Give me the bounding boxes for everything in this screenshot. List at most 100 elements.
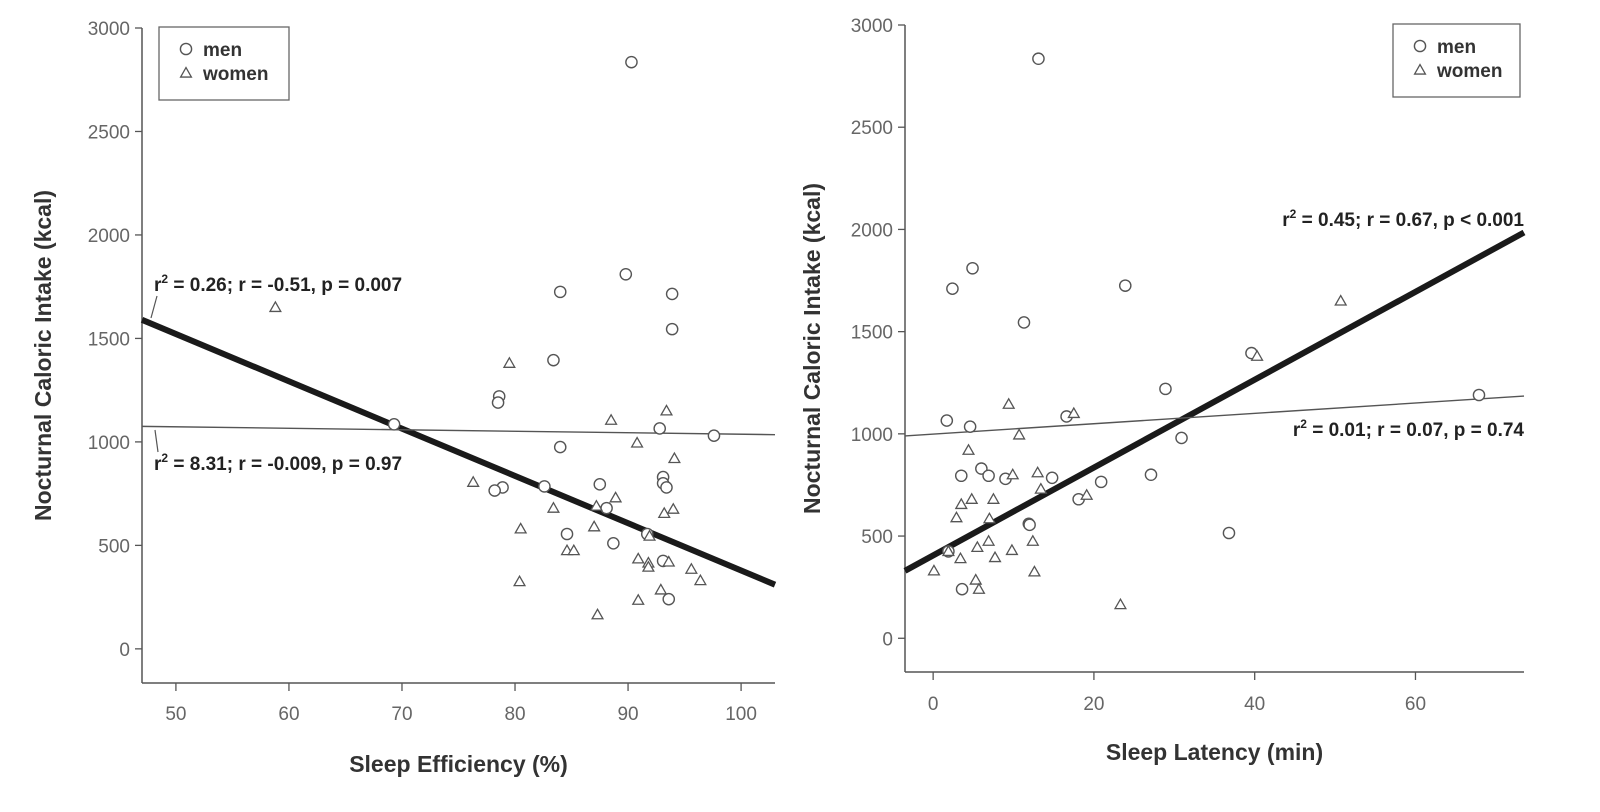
legend-marker-triangle — [179, 66, 193, 78]
point-women — [657, 506, 671, 519]
point-women — [641, 560, 655, 572]
point-women — [1006, 468, 1020, 480]
y-tick-label: 1500 — [88, 329, 130, 350]
point-women — [514, 522, 528, 534]
point-women — [954, 497, 968, 510]
legend: men women — [1392, 23, 1521, 98]
point-men — [553, 440, 567, 454]
point-women — [965, 492, 979, 504]
point-women — [1002, 397, 1016, 409]
y-tick-label: 0 — [882, 629, 893, 650]
y-tick-label: 2500 — [88, 122, 130, 143]
y-axis-title: Nocturnal Caloric Intake (kcal) — [799, 183, 825, 514]
point-women — [666, 502, 680, 514]
point-women — [1067, 406, 1081, 419]
y-tick-label: 0 — [119, 640, 130, 661]
point-men — [1159, 382, 1172, 396]
x-tick-label: 80 — [504, 704, 525, 725]
point-women — [268, 300, 282, 313]
point-women — [972, 582, 986, 594]
point-women — [609, 491, 623, 503]
point-men — [1017, 316, 1031, 329]
regression-line-women — [904, 395, 1525, 437]
point-women — [1026, 534, 1040, 546]
x-tick-label: 100 — [725, 704, 757, 725]
point-women — [969, 573, 983, 585]
y-tick-label: 3000 — [88, 19, 130, 40]
cut-caption-left — [32, 797, 152, 806]
annotation-leader — [150, 295, 158, 319]
point-women — [1027, 565, 1041, 577]
point-women — [587, 520, 601, 532]
point-women — [961, 443, 976, 455]
point-men — [547, 353, 560, 367]
chart-right: 0 500 1000 1500 2000 2500 3000 0 20 40 60 Sleep Lat… — [799, 16, 1526, 765]
point-men — [954, 469, 968, 483]
point-men — [963, 420, 977, 433]
stat-annotation: r2 = 8.31; r = -0.009, p = 0.97 — [154, 451, 402, 475]
point-women — [684, 562, 698, 574]
point-men — [662, 592, 676, 606]
point-women — [631, 552, 645, 564]
y-tick-label: 2500 — [851, 118, 893, 139]
y-tick-label: 2000 — [88, 226, 130, 247]
x-tick-label: 60 — [278, 704, 299, 725]
point-women — [1250, 349, 1264, 361]
point-women — [630, 436, 644, 448]
point-men — [607, 537, 620, 550]
point-women — [982, 511, 996, 524]
point-women — [631, 593, 645, 605]
point-men — [665, 322, 679, 336]
point-women — [1113, 597, 1127, 610]
y-tick-label: 3000 — [851, 16, 893, 37]
point-women — [466, 475, 480, 487]
y-tick-label: 1000 — [851, 425, 893, 446]
point-men — [1144, 468, 1158, 482]
y-axis-title: Nocturnal Caloric Intake (kcal) — [30, 190, 56, 521]
legend-marker-triangle — [1413, 63, 1427, 75]
point-men — [940, 414, 954, 427]
point-women — [643, 529, 657, 541]
legend-label: women — [1436, 61, 1502, 82]
point-men — [553, 285, 567, 299]
point-men — [593, 478, 607, 491]
point-men — [488, 484, 501, 497]
point-men — [387, 418, 401, 431]
point-men — [660, 481, 673, 494]
y-tick-label: 1500 — [851, 323, 893, 344]
series-men — [387, 55, 721, 606]
point-women — [604, 413, 618, 425]
legend-marker-circle — [1413, 39, 1427, 53]
point-men — [955, 582, 969, 596]
point-women — [953, 551, 967, 564]
x-tick-label: 40 — [1244, 694, 1265, 715]
point-women — [1031, 465, 1045, 478]
x-tick-label: 70 — [391, 704, 412, 725]
point-women — [654, 583, 668, 595]
point-women — [1334, 294, 1348, 306]
point-women — [949, 510, 963, 523]
point-women — [982, 534, 996, 546]
y-tick-label: 500 — [98, 536, 130, 557]
point-women — [986, 492, 1000, 504]
point-men — [653, 422, 667, 435]
point-men — [665, 287, 679, 301]
regression-line-men — [903, 229, 1526, 574]
series-women — [268, 300, 707, 620]
point-women — [941, 544, 955, 557]
point-women — [667, 451, 681, 464]
series-women — [927, 294, 1348, 610]
point-women — [513, 574, 527, 587]
legend-marker-circle — [179, 42, 193, 56]
chart-left: 0 500 1000 1500 2000 2500 3000 50 60 70 80 90 100 Sle… — [30, 19, 777, 777]
x-tick-label: 90 — [617, 704, 638, 725]
y-tick-label: 1000 — [88, 433, 130, 454]
point-men — [966, 261, 979, 275]
legend: men women — [158, 26, 290, 101]
point-men — [1045, 471, 1059, 485]
point-women — [1034, 482, 1048, 494]
legend-box — [1392, 23, 1521, 98]
legend-label: women — [202, 64, 268, 85]
x-tick-label: 60 — [1405, 694, 1426, 715]
